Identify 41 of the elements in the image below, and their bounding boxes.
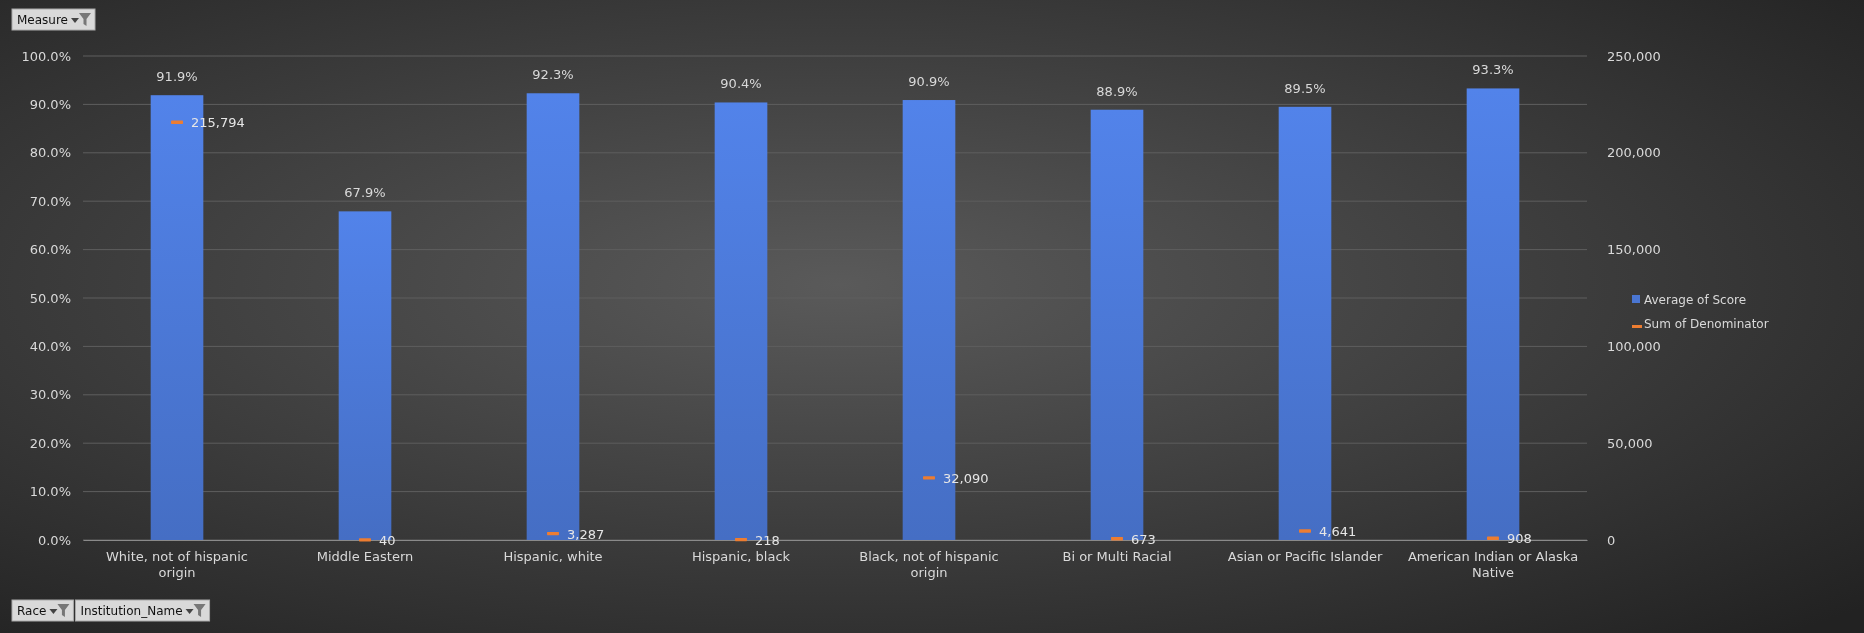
data-label: 89.5% — [1284, 80, 1326, 96]
x-tick-label: Hispanic, black — [691, 549, 791, 565]
y2-tick-label: 100,000 — [1607, 339, 1661, 355]
y2-tick-label: 200,000 — [1607, 145, 1661, 161]
x-tick-label: Asian or Pacific Islander — [1227, 549, 1383, 565]
field-button: Measure — [11, 8, 96, 31]
field-button: Race — [11, 599, 74, 622]
y2-tick-label: 250,000 — [1607, 48, 1661, 64]
x-tick-label: Hispanic, white — [503, 549, 603, 565]
x-tick-label: Black, not of hispanic origin — [859, 549, 999, 581]
field-button: Institution_Name — [74, 599, 211, 622]
data-label: 92.3% — [532, 67, 574, 83]
y-tick-label: 0.0% — [37, 532, 71, 548]
y2-tick-label: 50,000 — [1607, 435, 1653, 451]
x-tick-label: White, not of hispanic origin — [106, 549, 248, 581]
data-label: 90.4% — [720, 76, 762, 92]
data-label: 673 — [1131, 531, 1156, 547]
y-tick-label: 50.0% — [29, 290, 71, 306]
y-tick-label: 10.0% — [29, 484, 71, 500]
y-tick-label: 100.0% — [21, 48, 71, 64]
legend-label: Average of Score — [1644, 293, 1747, 307]
y-tick-label: 40.0% — [29, 339, 71, 355]
legend-label: Sum of Denominator — [1644, 317, 1769, 331]
data-label: 88.9% — [1096, 83, 1138, 99]
y-tick-label: 30.0% — [29, 387, 71, 403]
data-label: 67.9% — [344, 185, 386, 201]
data-label: 908 — [1507, 531, 1532, 547]
data-label: 218 — [755, 532, 780, 548]
y2-tick-label: 150,000 — [1607, 242, 1661, 258]
data-label: 90.9% — [908, 74, 950, 90]
y-tick-label: 70.0% — [29, 193, 71, 209]
x-tick-label: American Indian or Alaska Native — [1407, 549, 1579, 581]
data-label: 93.3% — [1472, 62, 1514, 78]
y-tick-label: 90.0% — [29, 97, 71, 113]
x-tick-label: Middle Eastern — [316, 549, 414, 565]
y-tick-label: 80.0% — [29, 145, 71, 161]
y-tick-label: 20.0% — [29, 435, 71, 451]
data-label: 91.9% — [156, 69, 198, 85]
y-tick-label: 60.0% — [29, 242, 71, 258]
y2-tick-label: 0 — [1607, 532, 1616, 548]
x-tick-label: Bi or Multi Racial — [1062, 549, 1172, 565]
